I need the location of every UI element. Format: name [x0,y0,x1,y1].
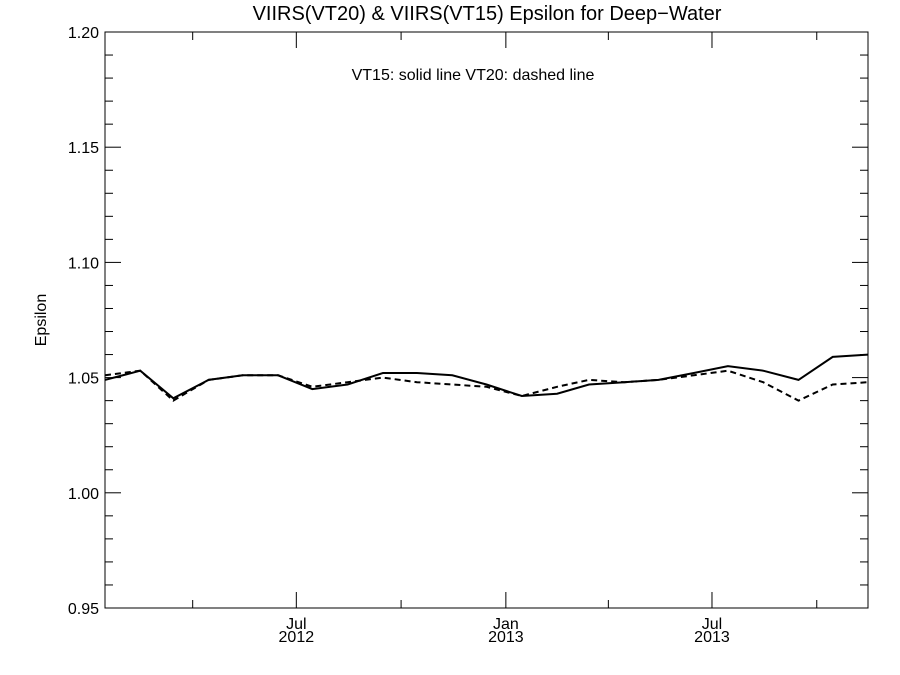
x-tick-label-year: 2013 [488,629,524,646]
y-axis-label: Epsilon [33,294,50,346]
y-tick-label: 1.20 [68,25,99,42]
y-tick-label: 1.00 [68,486,99,503]
y-tick-label: 1.15 [68,140,99,157]
y-axis: 0.95 1.00 1.05 1.10 1.15 1.20 [68,25,868,618]
plot-series [105,353,868,402]
y-tick-label: 1.05 [68,371,99,388]
chart-annotation: VT15: solid line VT20: dashed line [352,67,595,84]
plot-frame [104,31,869,609]
chart-title: VIIRS(VT20) & VIIRS(VT15) Epsilon for De… [253,3,722,25]
x-tick-label-year: 2012 [279,629,315,646]
x-tick-label-month: Jan [493,616,519,633]
series-line-vt15 [105,353,868,400]
x-tick-label-month: Jul [286,616,306,633]
y-tick-label: 0.95 [68,601,99,618]
x-tick-label-month: Jul [702,616,722,633]
x-tick-label-year: 2013 [694,629,730,646]
series-line-vt20 [105,369,868,402]
y-tick-label: 1.10 [68,255,99,272]
